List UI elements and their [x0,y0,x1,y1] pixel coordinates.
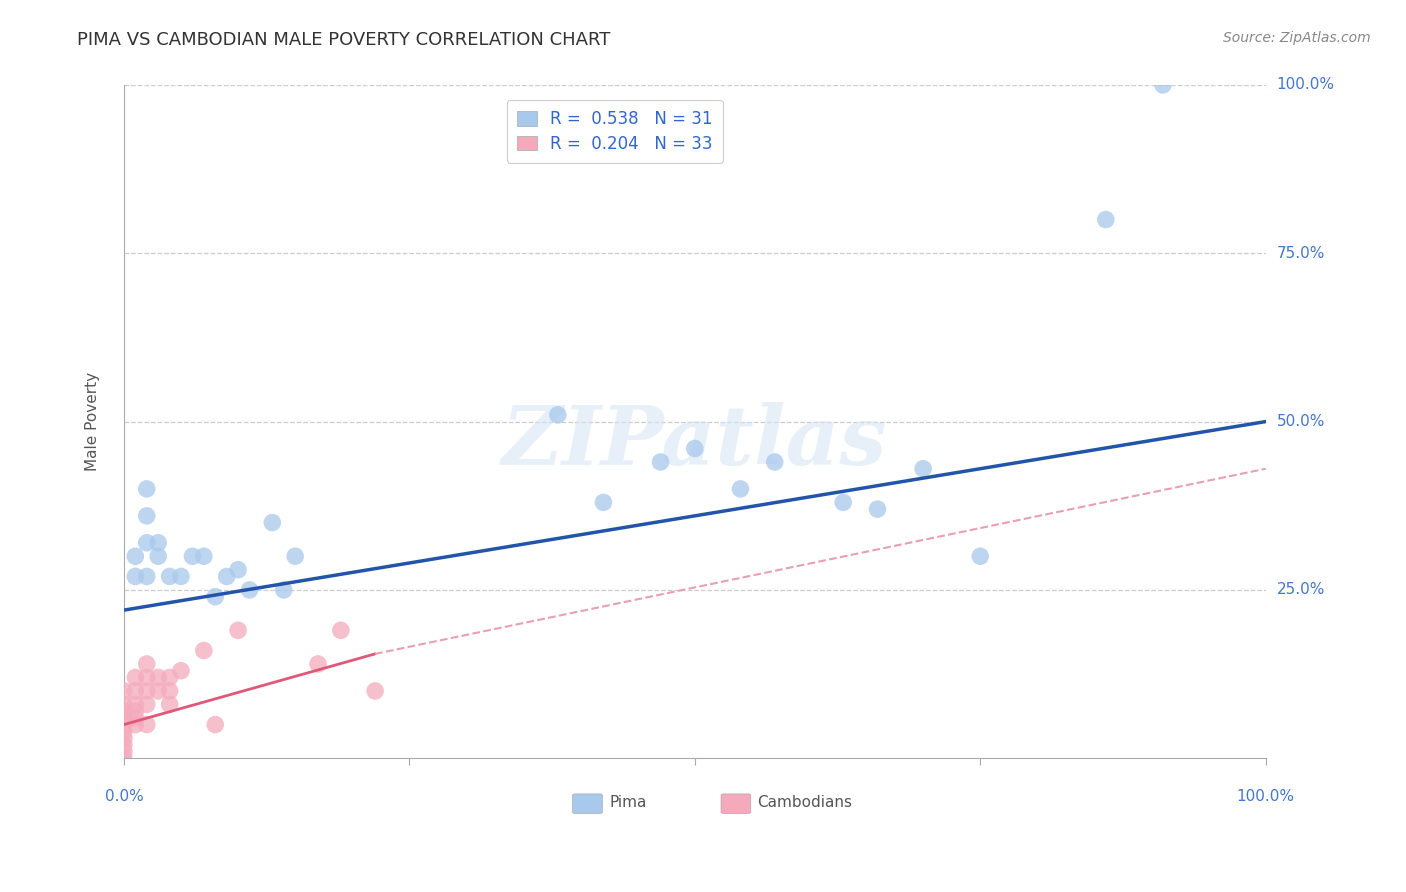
Point [146,684,169,698]
Point [112,698,135,712]
Point [124,717,146,731]
Point [238,582,260,597]
Point [329,624,352,638]
FancyBboxPatch shape [572,794,602,814]
Point [159,569,181,583]
Text: Pima: Pima [609,795,647,810]
Point [112,731,135,745]
Point [159,670,181,684]
FancyBboxPatch shape [721,794,751,814]
Point [730,482,752,496]
Point [226,563,249,577]
Point [592,495,614,509]
Point [866,502,889,516]
Point [204,717,226,731]
Point [832,495,855,509]
Point [1094,212,1116,227]
Point [170,569,193,583]
Point [284,549,307,564]
Point [364,684,387,698]
Point [135,670,157,684]
Point [912,461,935,475]
Point [204,590,226,604]
Point [273,582,295,597]
Point [124,698,146,712]
Point [307,657,329,671]
Text: 25.0%: 25.0% [1277,582,1324,598]
Point [112,744,135,758]
Point [215,569,238,583]
Point [124,569,146,583]
Point [969,549,991,564]
Legend: R =  0.538   N = 31, R =  0.204   N = 33: R = 0.538 N = 31, R = 0.204 N = 33 [508,100,723,162]
Point [135,569,157,583]
Point [135,508,157,523]
Point [226,624,249,638]
Point [124,670,146,684]
Point [1152,78,1174,92]
Point [650,455,672,469]
Text: Cambodians: Cambodians [758,795,852,810]
Point [112,704,135,718]
Text: PIMA VS CAMBODIAN MALE POVERTY CORRELATION CHART: PIMA VS CAMBODIAN MALE POVERTY CORRELATI… [77,31,610,49]
Point [112,717,135,731]
Point [146,670,169,684]
Point [262,516,284,530]
Point [170,664,193,678]
Point [135,536,157,550]
Point [547,408,569,422]
Point [193,549,215,564]
Point [146,549,169,564]
Text: ZIPatlas: ZIPatlas [502,401,887,482]
Point [146,536,169,550]
Point [159,684,181,698]
Y-axis label: Male Poverty: Male Poverty [86,372,100,471]
Text: 100.0%: 100.0% [1237,789,1295,804]
Point [112,711,135,725]
Point [112,738,135,752]
Text: 100.0%: 100.0% [1277,78,1334,93]
Point [135,657,157,671]
Point [112,751,135,765]
Text: 50.0%: 50.0% [1277,414,1324,429]
Point [135,717,157,731]
Text: Source: ZipAtlas.com: Source: ZipAtlas.com [1223,31,1371,45]
Text: 75.0%: 75.0% [1277,246,1324,260]
Point [112,684,135,698]
Point [135,684,157,698]
Point [683,442,706,456]
Point [135,482,157,496]
Point [159,698,181,712]
Point [124,684,146,698]
Point [124,549,146,564]
Text: 0.0%: 0.0% [104,789,143,804]
Point [112,724,135,739]
Point [124,711,146,725]
Point [763,455,786,469]
Point [193,643,215,657]
Point [181,549,204,564]
Point [124,704,146,718]
Point [135,698,157,712]
